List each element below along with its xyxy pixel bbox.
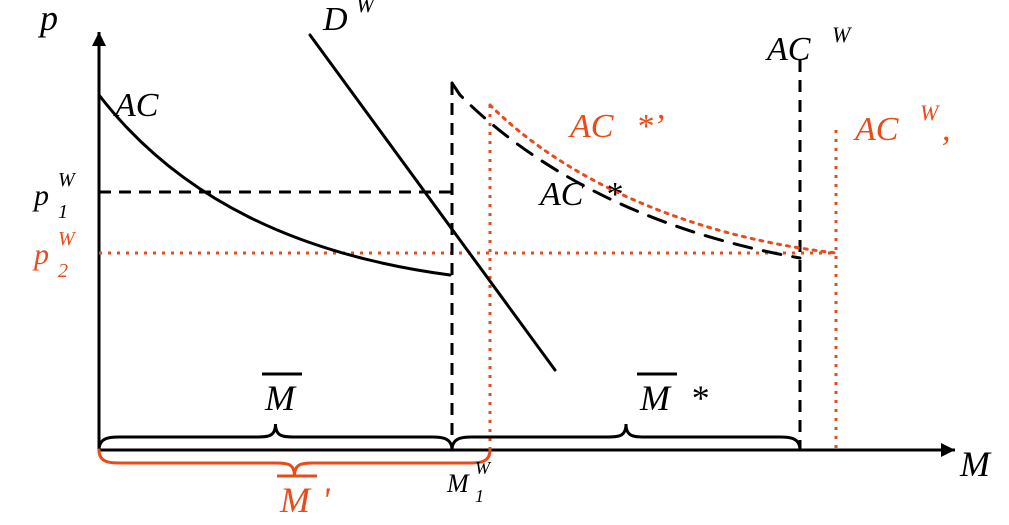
label-ACWp-after: , [942, 111, 951, 148]
label-p: p [37, 0, 58, 38]
label-p2-sup: W [58, 228, 77, 250]
label-DW: D [322, 1, 348, 38]
curve-ACstar [452, 83, 800, 258]
label-p1-sub: 1 [58, 201, 68, 223]
label-p1: p [32, 179, 49, 212]
label-ACW: AC [765, 31, 811, 68]
label-M1W-sup: W [475, 458, 492, 478]
label-p2-sub: 2 [58, 260, 68, 282]
label-Mprime: M [279, 480, 312, 520]
label-M: M [959, 444, 992, 484]
label-AC: AC [113, 87, 159, 124]
label-Mprime-after: ' [322, 480, 331, 520]
label-Mstar-star: * [690, 378, 708, 418]
x-axis-arrow [941, 443, 955, 457]
label-ACWp-sup: W [920, 100, 940, 125]
label-p2: p [32, 238, 49, 271]
y-axis-arrow [92, 32, 106, 46]
label-M1W: M [446, 469, 470, 498]
brace-Mstar [452, 424, 800, 450]
label-DW-sup: W [356, 0, 376, 17]
brace-Mprime [99, 450, 490, 476]
label-Mbar: M [264, 378, 297, 418]
label-M1W-sub: 1 [475, 486, 484, 506]
label-ACstarP-suffix: *’ [636, 108, 664, 145]
label-ACstar-star: * [605, 176, 622, 213]
label-ACstar: AC [538, 176, 584, 213]
label-ACWp: AC [853, 111, 899, 148]
label-Mstar: M [639, 378, 672, 418]
label-p1-sup: W [58, 169, 77, 191]
label-ACstarP: AC [568, 108, 614, 145]
curve-DW [310, 35, 555, 370]
label-ACW-sup: W [832, 22, 852, 47]
brace-Mbar [99, 424, 452, 450]
